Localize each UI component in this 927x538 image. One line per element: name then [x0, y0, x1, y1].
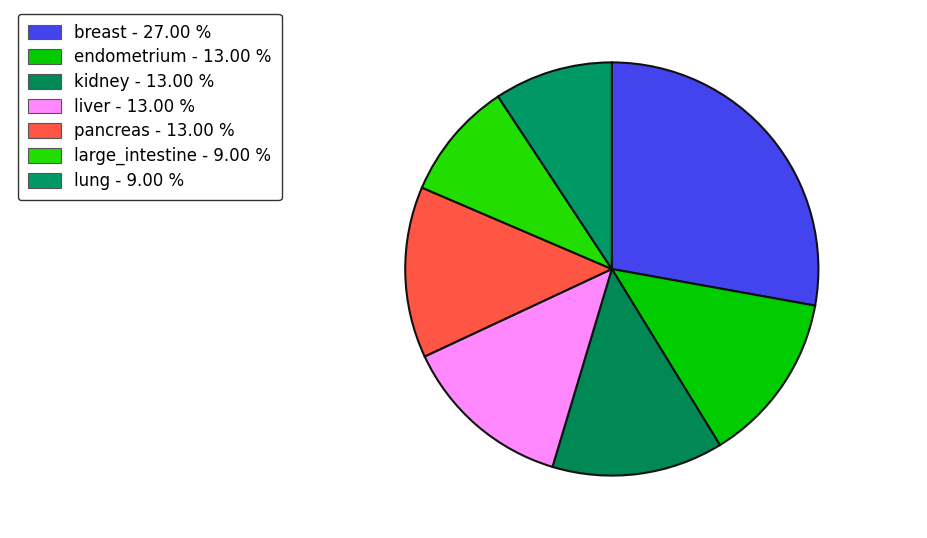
Wedge shape [552, 269, 720, 476]
Wedge shape [425, 269, 612, 467]
Wedge shape [422, 96, 612, 269]
Wedge shape [612, 269, 815, 445]
Wedge shape [498, 62, 612, 269]
Wedge shape [612, 62, 819, 306]
Wedge shape [405, 188, 612, 357]
Legend: breast - 27.00 %, endometrium - 13.00 %, kidney - 13.00 %, liver - 13.00 %, panc: breast - 27.00 %, endometrium - 13.00 %,… [18, 13, 282, 200]
